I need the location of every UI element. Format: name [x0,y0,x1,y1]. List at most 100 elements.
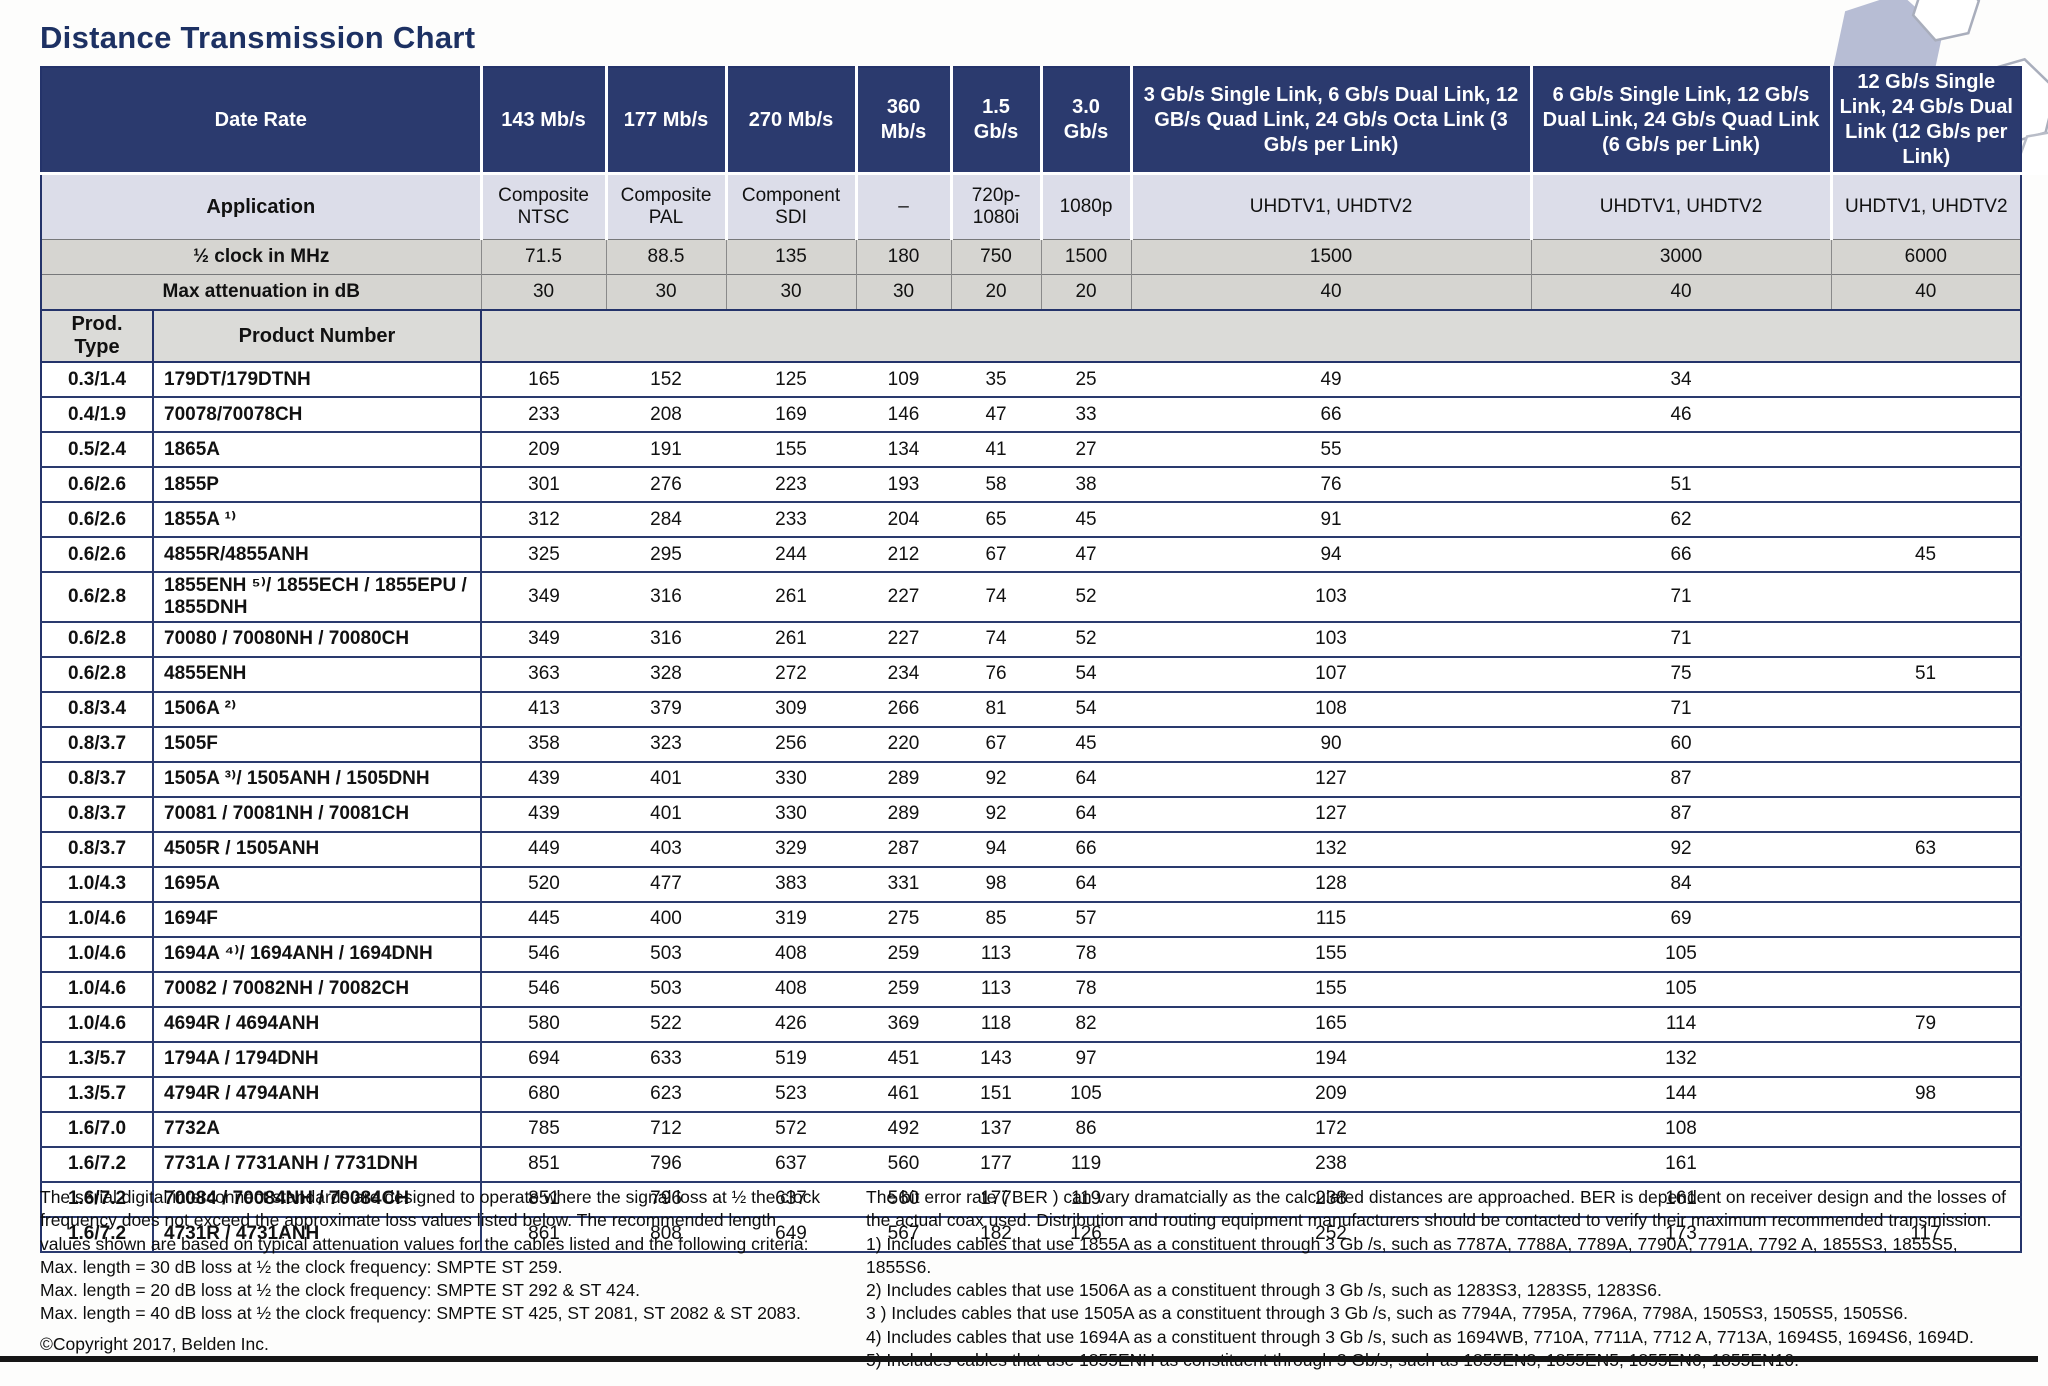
product-number-cell: 4794R / 4794ANH [153,1076,483,1113]
prod-type-cell: 0.6/2.6 [41,467,154,503]
value-cell: 38 [1041,467,1132,503]
table-row: 1.0/4.6 1694F 445 400 319 275 85 57 115 69 [41,901,2022,938]
value-cell: 319 [726,901,857,938]
value-cell: 84 [1531,866,1832,903]
value-cell: 108 [1531,1111,1832,1148]
value-cell: 330 [726,796,857,833]
table-row: 0.6/2.6 1855A ¹⁾ 312 284 233 204 65 45 91 62 [41,502,2022,538]
value-cell: 55 [1131,432,1532,468]
value-cell [1831,866,2022,903]
max-atten-cell: 30 [480,274,607,311]
value-cell: 98 [951,866,1042,903]
table-body: 0.3/1.4 179DT/179DTNH 165 152 125 109 35 25 49 34… [41,362,2022,1253]
application-label: Application [41,173,482,240]
value-cell: 52 [1041,572,1132,623]
value-cell: 309 [726,691,857,728]
value-cell: 209 [1131,1076,1532,1113]
half-clock-cell: 71.5 [480,239,607,275]
table-row: 0.8/3.7 4505R / 1505ANH 449 403 329 287 94 66 13… [41,831,2022,868]
max-atten-cell: 20 [1040,274,1132,311]
value-cell: 861 [481,1216,607,1253]
value-cell: 87 [1531,796,1832,833]
value-cell: 144 [1531,1076,1832,1113]
footnote-line: Max. length = 20 dB loss at ½ the clock … [40,1280,641,1301]
value-cell: 323 [606,726,727,763]
value-cell [1831,936,2022,973]
value-cell: 191 [606,432,727,468]
prod-type-cell: 0.6/2.8 [41,572,154,623]
rate-col-header: 1.5 Gb/s [949,67,1042,175]
value-cell: 177 [951,1181,1042,1218]
value-cell: 113 [951,971,1042,1008]
value-cell: 107 [1131,656,1532,693]
footnote-line: Max. length = 40 dB loss at ½ the clock … [40,1303,801,1324]
value-cell: 680 [481,1076,607,1113]
product-number-cell: 4731R / 4731ANH [153,1216,483,1253]
value-cell: 316 [606,572,727,623]
header-row-product: Prod. Type Product Number [41,310,2022,363]
half-clock-cell: 180 [855,239,952,275]
max-atten-cell: 30 [725,274,857,311]
max-atten-cell: 20 [950,274,1042,311]
value-cell [1831,467,2022,503]
value-cell: 103 [1131,621,1532,658]
value-cell: 47 [1041,537,1132,573]
value-cell: 71 [1531,572,1832,623]
value-cell: 169 [726,397,857,433]
value-cell: 694 [481,1041,607,1078]
value-cell [1831,621,2022,658]
table-row: 1.0/4.6 1694A ⁴⁾/ 1694ANH / 1694DNH 546 503… [41,936,2022,973]
max-atten-cell: 30 [855,274,952,311]
value-cell: 46 [1531,397,1832,433]
value-cell: 194 [1131,1041,1532,1078]
value-cell: 35 [951,362,1042,398]
value-cell: 193 [856,467,952,503]
value-cell: 560 [856,1181,952,1218]
value-cell: 155 [1131,971,1532,1008]
value-cell: 66 [1041,831,1132,868]
half-clock-cell: 1500 [1040,239,1132,275]
prod-type-cell: 0.8/3.4 [41,691,154,728]
prod-type-cell: 1.0/4.6 [41,901,154,938]
value-cell [1831,1041,2022,1078]
value-cell: 546 [481,971,607,1008]
value-cell: 220 [856,726,952,763]
value-cell: 649 [726,1216,857,1253]
value-cell: 63 [1831,831,2022,868]
table-row: 1.0/4.6 70082 / 70082NH / 70082CH 546 503 40… [41,971,2022,1008]
value-cell: 284 [606,502,727,538]
value-cell: 118 [951,1006,1042,1043]
value-cell: 134 [856,432,952,468]
value-cell: 71 [1531,691,1832,728]
rate-col-header: 6 Gb/s Single Link, 12 Gb/s Dual Link, 2… [1529,67,1832,175]
value-cell: 78 [1041,936,1132,973]
value-cell: 238 [1131,1146,1532,1183]
value-cell: 492 [856,1111,952,1148]
value-cell: 74 [951,621,1042,658]
prod-type-cell: 0.5/2.4 [41,432,154,468]
value-cell: 51 [1831,656,2022,693]
value-cell: 105 [1041,1076,1132,1113]
value-cell: 172 [1131,1111,1532,1148]
value-cell: 461 [856,1076,952,1113]
value-cell: 261 [726,572,857,623]
value-cell: 272 [726,656,857,693]
value-cell: 572 [726,1111,857,1148]
value-cell: 54 [1041,691,1132,728]
value-cell: 57 [1041,901,1132,938]
value-cell: 66 [1131,397,1532,433]
prod-type-cell: 0.6/2.6 [41,502,154,538]
product-number-cell: 70078/70078CH [153,397,483,433]
value-cell: 329 [726,831,857,868]
prod-type-cell: 1.0/4.6 [41,936,154,973]
value-cell: 151 [951,1076,1042,1113]
value-cell [1831,796,2022,833]
value-cell: 796 [606,1181,727,1218]
table-row: 0.4/1.9 70078/70078CH 233 208 169 146 47 33 66 46 [41,397,2022,433]
value-cell: 383 [726,866,857,903]
value-cell: 165 [481,362,607,398]
application-cell: Composite PAL [604,173,727,240]
rate-col-header: 3 Gb/s Single Link, 6 Gb/s Dual Link, 12… [1129,67,1532,175]
value-cell: 125 [726,362,857,398]
